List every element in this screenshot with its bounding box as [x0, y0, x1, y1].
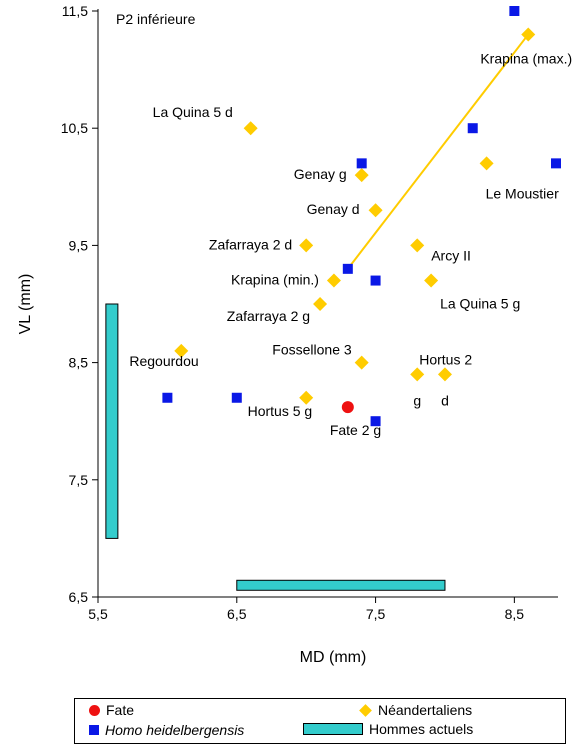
vl-range-bar: [105, 303, 119, 539]
y-tick-label: 6,5: [69, 589, 89, 605]
y-tick-label: 11,5: [62, 3, 88, 19]
legend-item-fate: Fate: [89, 702, 134, 718]
legend-label: Néandertaliens: [378, 702, 473, 718]
point-label: Hortus 5 g: [248, 403, 313, 419]
heidelbergensis-point: [231, 392, 242, 403]
neandertal-point: [299, 390, 314, 405]
axes: 5,5 6,5 7,5 8,56,57,58,59,510,511,5: [61, 3, 558, 622]
md-range-bar: [236, 579, 446, 591]
square-marker-icon: [89, 725, 99, 735]
x-axis-title: MD (mm): [300, 649, 367, 666]
legend-label: Fate: [106, 702, 135, 718]
range-bar-icon: [303, 723, 363, 735]
y-tick-label: 9,5: [69, 237, 89, 253]
point-label: Zafarraya 2 d: [209, 236, 292, 252]
fate-point: [341, 401, 354, 414]
point-labels: Krapina (max.) La Quina 5 d Genay g Le Mous…: [129, 50, 572, 438]
legend-item-heidelbergensis: Homo heidelbergensis: [89, 722, 244, 738]
heidelbergensis-point: [370, 416, 381, 427]
point-label: Hortus 2: [419, 351, 472, 367]
point-label: Genay d: [307, 201, 360, 217]
heidelbergensis-point: [509, 6, 520, 16]
x-tick-label: 5,5: [88, 606, 108, 622]
heidelbergensis-point: [467, 123, 478, 134]
neandertal-point: [424, 273, 439, 288]
neandertal-point: [437, 367, 452, 382]
x-tick-label: 8,5: [505, 606, 525, 622]
circle-marker-icon: [89, 704, 100, 716]
point-label: Krapina (max.): [480, 50, 572, 66]
neandertal-point: [354, 355, 369, 370]
neandertal-point: [313, 297, 328, 311]
legend-item-neandertal: Néandertaliens: [359, 702, 472, 718]
trendline: [347, 33, 530, 270]
legend-label: Homo heidelbergensis: [105, 722, 245, 738]
modern-human-ranges: [105, 303, 446, 591]
x-tick-label: 6,5: [227, 606, 247, 622]
neandertal-point: [243, 121, 258, 136]
neandertal-point: [174, 343, 189, 358]
point-label: La Quina 5 d: [153, 104, 233, 120]
point-label: Regourdou: [129, 353, 198, 369]
neandertal-point: [479, 156, 494, 171]
heidelbergensis-point: [162, 392, 173, 403]
point-label: Fossellone 3: [272, 342, 352, 358]
point-label: g: [413, 392, 421, 408]
point-label: Genay g: [294, 166, 347, 182]
neandertal-point: [299, 238, 314, 253]
neandertal-point: [368, 203, 383, 218]
x-tick-label: 7,5: [366, 606, 386, 622]
point-label: Fate 2 g: [330, 422, 381, 438]
y-tick-label: 10,5: [61, 120, 88, 136]
neandertal-point: [326, 273, 341, 288]
y-tick-label: 7,5: [69, 472, 89, 488]
legend-item-modern: Hommes actuels: [303, 721, 473, 737]
legend-label: Hommes actuels: [369, 721, 474, 737]
diamond-marker-icon: [359, 703, 372, 717]
point-label: La Quina 5 g: [440, 296, 520, 312]
data-points: [162, 6, 561, 427]
neandertal-point: [410, 238, 425, 253]
y-axis-title: VL (mm): [17, 274, 34, 335]
trend-line: [347, 33, 530, 270]
y-tick-label: 8,5: [69, 355, 89, 371]
chart-title: P2 inférieure: [116, 11, 196, 27]
heidelbergensis-point: [551, 158, 561, 169]
heidelbergensis-point: [342, 263, 353, 274]
point-label: Zafarraya 2 g: [227, 308, 310, 324]
neandertal-point: [410, 367, 425, 382]
heidelbergensis-point: [370, 275, 381, 286]
heidelbergensis-point: [356, 158, 367, 169]
legend: Fate Homo heidelbergensis Néandertaliens…: [74, 698, 566, 744]
point-label: Le Moustier: [486, 185, 559, 201]
point-label: Krapina (min.): [231, 272, 319, 288]
point-label: d: [441, 392, 449, 408]
neandertal-point: [354, 168, 369, 183]
neandertal-point: [521, 27, 536, 42]
point-label: Arcy II: [431, 247, 471, 263]
scatter-chart: 5,5 6,5 7,5 8,56,57,58,59,510,511,5 Krapina…: [17, 3, 572, 666]
